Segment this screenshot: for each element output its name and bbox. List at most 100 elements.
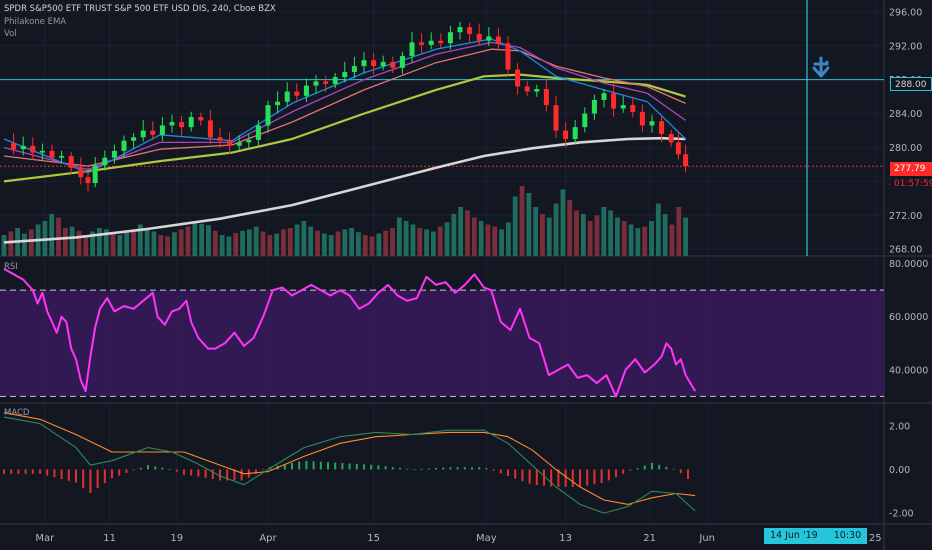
macd-histogram-bar [615,469,617,478]
macd-histogram-bar [543,469,545,486]
candle-body [159,125,165,135]
volume-bar [669,224,675,256]
volume-bar [281,229,286,256]
macd-histogram-bar [175,469,178,472]
volume-bar [376,233,382,256]
volume-bar [533,207,539,256]
volume-bar [396,217,402,256]
macd-histogram-bar [305,460,308,470]
volume-bar [206,225,211,256]
macd-histogram-bar [204,469,207,478]
macd-histogram-bar [528,469,531,484]
volume-bar [199,223,205,256]
macd-histogram-bar [557,469,560,487]
down-arrow-icon[interactable] [812,56,830,78]
chart-title[interactable]: SPDR S&P500 ETF TRUST S&P 500 ETF USD DI… [4,4,276,14]
volume-bar [580,214,586,256]
volume-bar [676,207,682,256]
x-tick-label: 11 [103,533,116,544]
price-tick-label: 292.00 [889,41,922,52]
candle-body [68,155,74,168]
volume-bar [356,232,361,256]
candle-body [668,133,674,143]
macd-histogram-bar [485,468,488,470]
macd-histogram-bar [406,468,409,470]
volume-bar [178,229,184,256]
candle-body [265,105,271,126]
macd-histogram-bar [607,469,610,481]
candle-body [495,36,501,44]
macd-tick-label: -2.00 [889,509,914,520]
candle-body [20,145,26,150]
macd-histogram-bar [413,469,416,471]
x-tick-label: Mar [35,533,55,544]
macd-histogram-bar [571,469,574,487]
macd-histogram-bar [125,469,128,473]
candle-body [553,105,559,131]
macd-histogram-bar [658,464,661,470]
candle-body [169,122,175,126]
candle-body [121,140,127,151]
volume-bar [499,229,504,256]
candle-body [524,86,530,92]
macd-histogram-bar [67,469,70,481]
macd-histogram-bar [291,462,293,470]
macd-histogram-bar [564,469,567,487]
volume-bar [137,224,143,256]
volume-bar [608,210,614,256]
volume-bar [649,221,654,256]
volume-bar [83,235,89,256]
rsi-pane-title[interactable]: RSI [4,262,18,272]
volume-bar [62,228,68,256]
macd-histogram-bar [600,469,603,483]
candle-body [486,36,492,41]
candle-body [217,137,223,141]
macd-histogram-bar [190,469,193,476]
macd-histogram-bar [449,467,452,470]
volume-bar [321,233,327,256]
macd-histogram-bar [514,469,517,479]
macd-pane-title[interactable]: MACD [4,408,30,418]
macd-signal-line [3,412,696,505]
crosshair-time-badge: 14 Jun '19 10:30 [764,528,868,544]
macd-histogram-bar [39,469,41,474]
macd-histogram-bar [651,462,653,470]
volume-bar [349,228,355,256]
macd-histogram-bar [535,469,538,486]
volume-bar [97,228,102,256]
volume-bar [635,228,641,256]
macd-histogram-bar [672,468,675,470]
volume-bar [212,230,218,256]
candle-body [649,121,655,126]
volume-bar [233,232,239,256]
macd-histogram-bar [132,469,135,471]
macd-histogram-bar [363,464,365,470]
volume-bar [478,221,484,256]
rsi-line [3,268,697,398]
price-tick-label: 296.00 [889,7,922,18]
candle-body [659,121,665,134]
volume-bar [151,231,157,256]
volume-bar [158,235,164,256]
macd-histogram-bar [391,467,394,470]
macd-histogram-bar [161,467,164,470]
candle-body [515,69,521,87]
crosshair-date: 14 Jun '19 [770,530,818,541]
volume-bar [621,221,627,256]
candle-body [390,61,396,68]
volume-bar [458,207,464,256]
macd-histogram-bar [226,469,229,481]
macd-histogram-bar [168,469,171,470]
macd-histogram-bar [420,468,423,470]
candle-body [591,100,597,114]
macd-histogram-bar [197,469,200,477]
candle-body [342,72,348,78]
volume-bar [56,217,61,256]
macd-histogram-bar [442,467,445,470]
candle-body [179,122,185,128]
hline-price-label[interactable]: 288.00 [890,77,932,91]
indicator-vol-label[interactable]: Vol [4,29,17,39]
candle-body [371,60,377,67]
indicator-ema-label[interactable]: Philakone EMA [4,17,67,27]
